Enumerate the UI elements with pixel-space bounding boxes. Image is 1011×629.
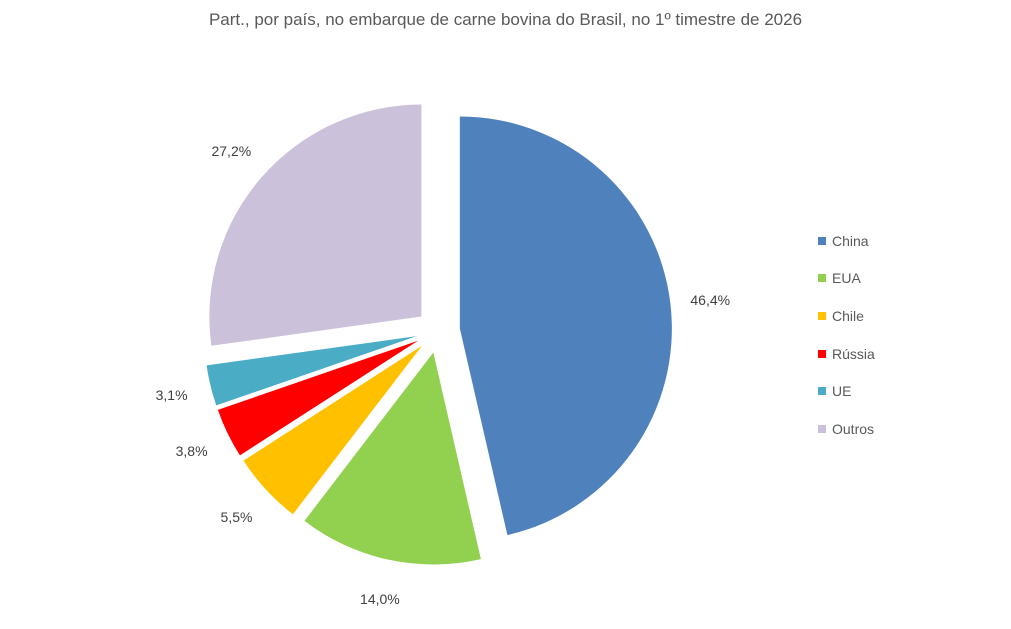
pie-slice-outros [209, 104, 422, 346]
data-label-ue: 3,1% [155, 386, 188, 403]
legend-swatch-ue [818, 387, 826, 396]
legend-label: China [832, 232, 869, 249]
legend-item-russia: Rússia [818, 335, 875, 373]
legend-item-china: China [818, 222, 875, 260]
pie-slice-ue [206, 336, 417, 406]
data-label-chile: 5,5% [220, 508, 253, 525]
legend-label: EUA [832, 270, 861, 287]
legend-swatch-china [818, 236, 826, 245]
data-label-russia: 3,8% [175, 442, 208, 459]
data-label-china: 46,4% [690, 292, 731, 309]
legend-swatch-chile [818, 311, 826, 320]
legend-swatch-russia [818, 349, 826, 358]
legend-item-outros: Outros [818, 410, 875, 448]
legend-label: Outros [832, 420, 875, 437]
data-label-outros: 27,2% [211, 143, 252, 160]
pie-slice-china [459, 116, 672, 536]
legend-label: Rússia [832, 345, 875, 362]
legend-label: UE [832, 383, 852, 400]
pie-slice-eua [304, 352, 481, 565]
legend-swatch-outros [818, 424, 826, 433]
legend: China EUA Chile Rússia UE Outros [818, 222, 875, 448]
legend-label: Chile [832, 307, 864, 324]
legend-swatch-eua [818, 274, 826, 283]
chart-title: Part., por país, no embarque de carne bo… [208, 10, 803, 29]
legend-item-ue: UE [818, 372, 875, 410]
data-label-eua: 14,0% [360, 590, 400, 607]
pie-slice-russia [217, 340, 419, 456]
pie-slice-chile [243, 345, 422, 515]
legend-item-chile: Chile [818, 297, 875, 335]
legend-item-eua: EUA [818, 260, 875, 298]
